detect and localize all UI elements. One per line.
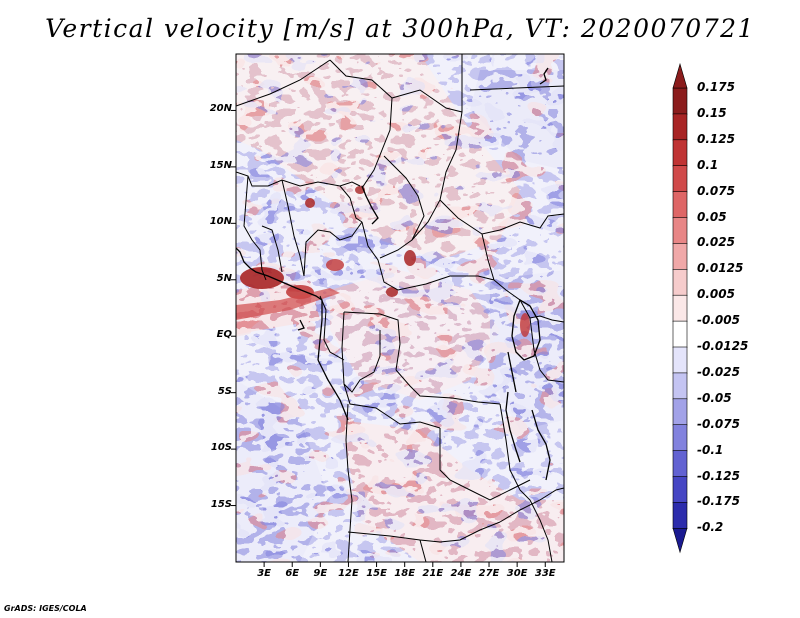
colorbar-label: 0.005 [697, 287, 735, 302]
lon-tick-label: 12E [338, 568, 359, 579]
lat-tick-label: 15N [209, 159, 232, 171]
colorbar-swatch [672, 165, 688, 193]
colorbar-label: 0.175 [697, 80, 735, 94]
grads-credit: GrADS: IGES/COLA [4, 604, 87, 613]
colorbar-label: 0.075 [697, 183, 735, 198]
map-frame [235, 53, 565, 563]
lon-tick-label: 27E [478, 568, 500, 579]
lat-tick-label: 5N [216, 272, 232, 284]
axis-ticks [231, 109, 546, 567]
lat-tick-label: 20N [209, 103, 232, 115]
colorbar-swatch [672, 217, 688, 245]
lon-tick-label: 6E [285, 568, 300, 579]
colorbar-top-arrow [672, 62, 688, 89]
colorbar-swatch [672, 372, 688, 400]
colorbar-label: -0.005 [697, 313, 740, 328]
colorbar-label: -0.125 [697, 468, 740, 483]
lat-tick-label: 15S [210, 498, 232, 510]
colorbar-swatch [672, 502, 688, 530]
colorbar-swatch [672, 139, 688, 167]
colorbar-swatch [672, 294, 688, 322]
lon-tick-label: 33E [534, 568, 556, 579]
colorbar-label: 0.05 [697, 209, 727, 224]
lon-tick-label: 9E [313, 568, 328, 579]
lat-tick-label: 5S [217, 385, 232, 397]
colorbar-swatch [672, 450, 688, 478]
lon-tick-label: 18E [394, 568, 416, 579]
coastlines [236, 67, 551, 481]
lon-tick-label: 15E [366, 568, 387, 579]
lat-tick-label: EQ [216, 329, 232, 341]
lat-tick-label: 10N [209, 216, 232, 228]
colorbar-label: 0.0125 [697, 261, 744, 276]
colorbar [672, 62, 688, 554]
colorbar-swatch [672, 346, 688, 374]
colorbar-swatch [672, 113, 688, 141]
colorbar-swatch [672, 398, 688, 426]
country-borders [236, 54, 564, 562]
colorbar-bottom-arrow [672, 527, 688, 554]
colorbar-label: 0.15 [697, 105, 727, 120]
map-title: Vertical velocity [m/s] at 300hPa, VT: 2… [45, 14, 755, 43]
colorbar-swatch [672, 191, 688, 219]
colorbar-label: -0.075 [697, 416, 740, 431]
colorbar-swatch [672, 424, 688, 452]
colorbar-swatch [672, 320, 688, 348]
colorbar-swatch [672, 87, 688, 115]
lon-tick-label: 3E [257, 568, 272, 579]
colorbar-swatch [672, 268, 688, 296]
colorbar-label: -0.2 [697, 520, 724, 535]
colorbar-label: -0.1 [697, 442, 724, 457]
colorbar-label: 0.125 [697, 131, 735, 146]
colorbar-label: -0.0125 [697, 339, 749, 353]
colorbar-label: -0.175 [697, 494, 740, 509]
vertical-velocity-field [236, 54, 564, 562]
colorbar-swatch [672, 243, 688, 271]
colorbar-label: -0.025 [697, 364, 740, 379]
colorbar-label: -0.05 [697, 390, 732, 405]
colorbar-label: 0.1 [697, 157, 719, 172]
lat-tick-label: 10S [210, 442, 232, 454]
lon-tick-label: 30E [506, 568, 528, 579]
colorbar-swatch [672, 476, 688, 504]
lon-tick-label: 24E [450, 568, 472, 579]
lon-tick-label: 21E [422, 568, 444, 579]
colorbar-label: 0.025 [697, 235, 735, 250]
